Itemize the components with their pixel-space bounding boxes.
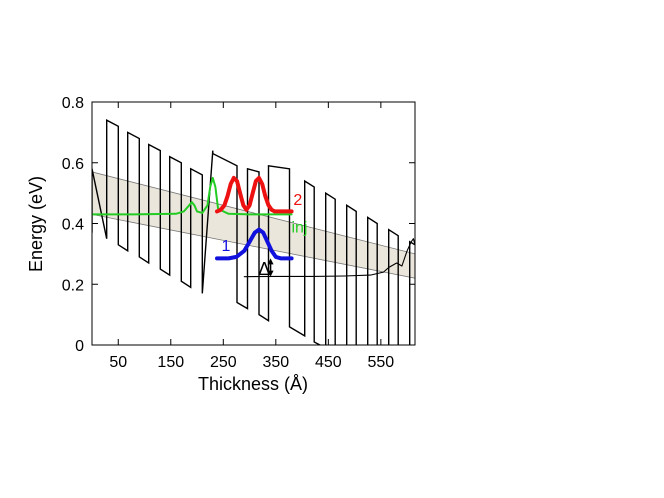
shaded-region bbox=[92, 171, 415, 279]
series-2-line bbox=[215, 175, 294, 214]
plot-curves bbox=[92, 119, 415, 345]
x-tick-label: 450 bbox=[315, 354, 342, 371]
y-tick-label: 0.2 bbox=[62, 277, 84, 294]
y-tick-label: 0.8 bbox=[62, 95, 84, 112]
x-tick-label: 550 bbox=[368, 354, 395, 371]
y-tick-label: 0.6 bbox=[62, 156, 84, 173]
x-tick-label: 150 bbox=[157, 354, 184, 371]
annotation-label-2: 2 bbox=[293, 192, 302, 209]
annotation-label-delta: Δ bbox=[258, 259, 270, 279]
delta-arrow-head-up bbox=[267, 258, 274, 265]
delta-arrow-head-down bbox=[267, 270, 274, 277]
x-tick-label: 350 bbox=[262, 354, 289, 371]
y-axis-label: Energy (eV) bbox=[26, 176, 46, 272]
series-extraction-line bbox=[243, 238, 415, 278]
series-inj-line bbox=[92, 176, 293, 216]
axis-ticks: 50 150 250 350 450 550 0 0.2 0.4 0.6 0.8 bbox=[62, 95, 415, 371]
x-tick-label: 50 bbox=[109, 354, 127, 371]
x-axis-label: Thickness (Å) bbox=[198, 374, 308, 394]
y-tick-label: 0 bbox=[75, 338, 84, 355]
annotation-line-1 bbox=[92, 214, 415, 279]
band-profile-line bbox=[92, 119, 415, 345]
annotation-label-inj: inj bbox=[291, 220, 307, 237]
x-tick-label: 250 bbox=[210, 354, 237, 371]
annotation-line-0 bbox=[92, 171, 415, 255]
y-tick-label: 0.4 bbox=[62, 217, 84, 234]
shaded-triangle-region bbox=[92, 171, 415, 279]
annotations: 1 2 inj Δ bbox=[221, 192, 307, 279]
annotation-label-1: 1 bbox=[221, 238, 230, 255]
series-1-line bbox=[215, 227, 294, 261]
